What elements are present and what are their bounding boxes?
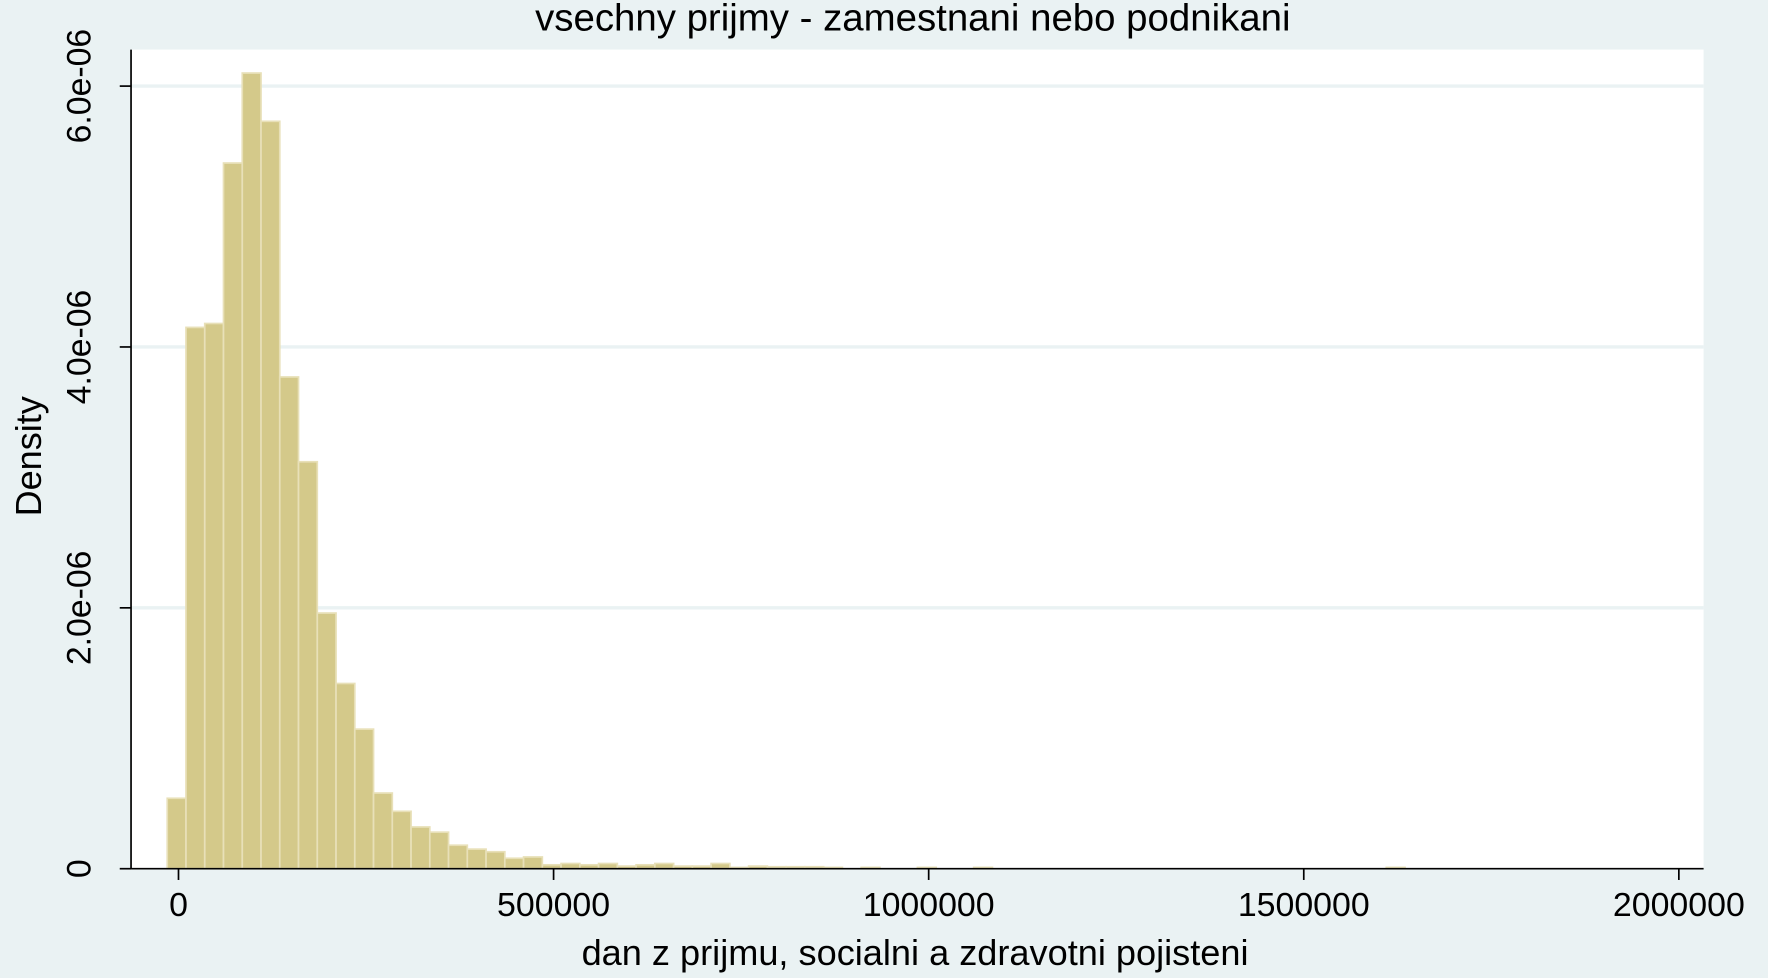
bar [522,856,544,870]
x-tick-label: 500000 [497,886,610,924]
bar [391,810,412,870]
bar [353,728,375,870]
x-tick-label: 2000000 [1613,886,1745,924]
bar [503,857,525,870]
bar [428,831,450,870]
bar [203,322,225,870]
plot-area [131,49,1704,869]
y-tick-label: 2.0e-06 [60,551,98,666]
bar [316,612,337,870]
x-tick-label: 1500000 [1238,886,1370,924]
bar [222,162,244,870]
bar [241,72,262,870]
y-axis-label: Density [8,396,49,516]
bar [372,792,394,870]
y-tick-label: 6.0e-06 [60,29,98,144]
x-axis-label: dan z prijmu, socialni a zdravotni pojis… [582,932,1249,973]
y-tick-label: 0 [60,859,98,878]
bar [466,848,487,870]
bar [485,850,506,870]
x-tick-label: 0 [169,886,188,924]
chart-title: vsechny prijmy - zamestnani nebo podnika… [535,0,1290,39]
bar [447,844,469,870]
x-tick-label: 1000000 [863,886,995,924]
bar [410,826,431,870]
bar [335,682,356,870]
bar [278,376,300,870]
bar [260,120,281,870]
y-tick-label: 4.0e-06 [60,290,98,405]
bar [297,460,319,870]
bar [185,326,206,870]
bar [166,797,187,870]
